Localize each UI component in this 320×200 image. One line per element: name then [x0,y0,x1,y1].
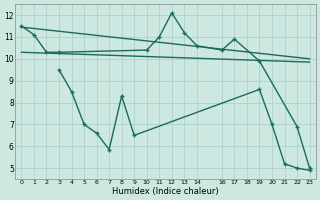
X-axis label: Humidex (Indice chaleur): Humidex (Indice chaleur) [112,187,219,196]
